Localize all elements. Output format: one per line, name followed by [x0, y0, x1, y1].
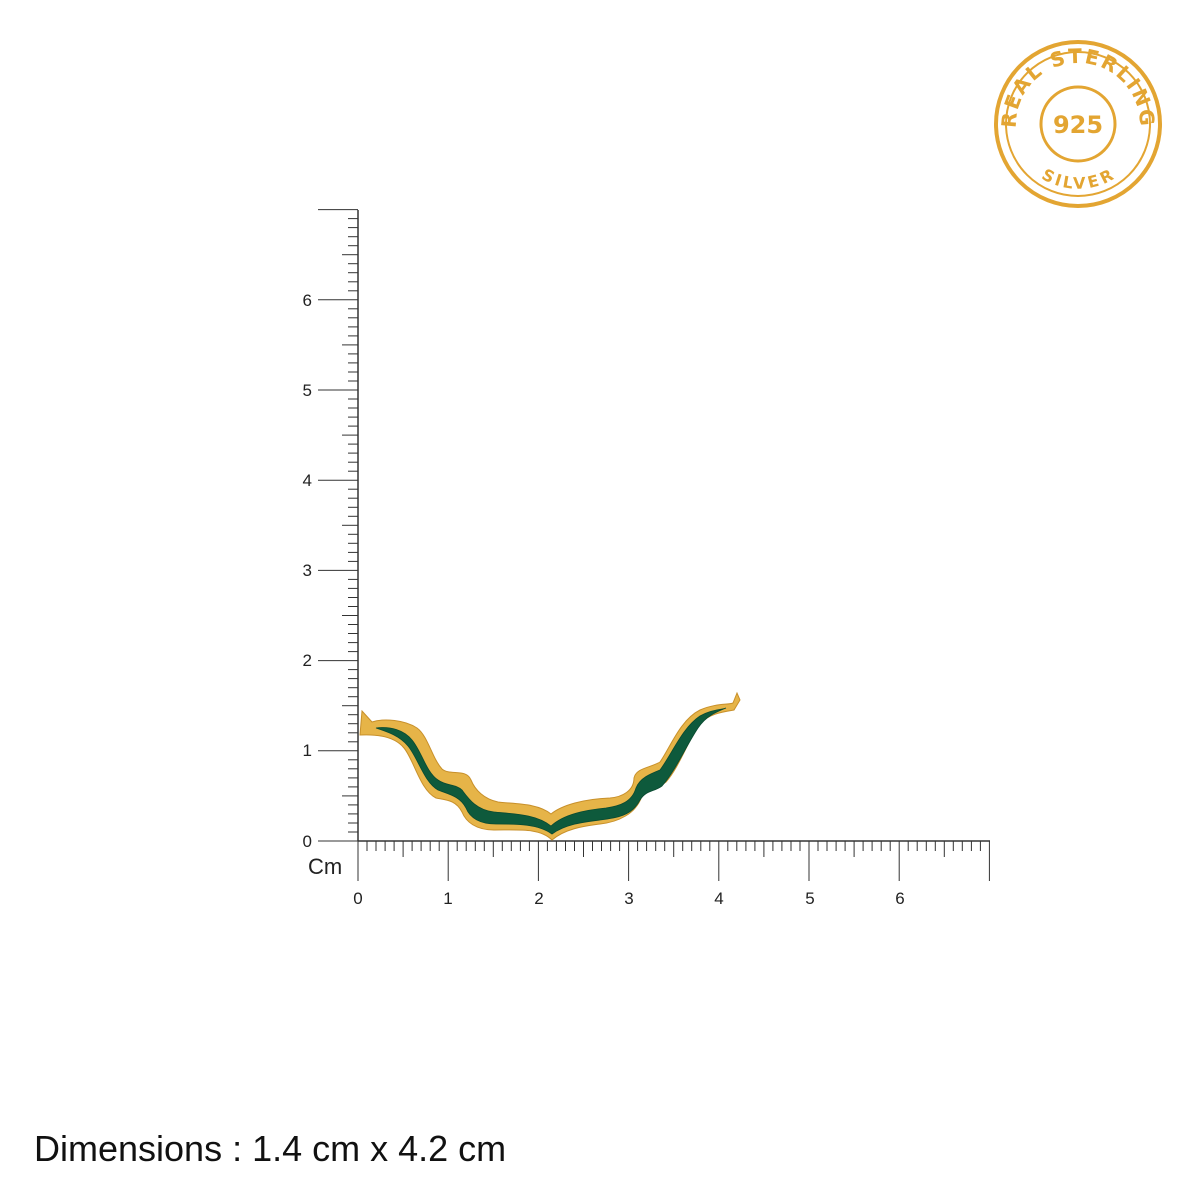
- y-tick-label-0: 0: [303, 832, 312, 851]
- x-tick-label-5: 5: [805, 889, 814, 908]
- badge-inner-ring: [1005, 51, 1151, 197]
- y-axis-ticks: [318, 209, 358, 842]
- wave-pendant: [359, 691, 741, 841]
- x-tick-label-0: 0: [353, 889, 362, 908]
- badge-center-text: 925: [1053, 111, 1103, 139]
- badge-center-ring: [1039, 85, 1117, 163]
- y-tick-label-1: 1: [303, 741, 312, 760]
- y-tick-label-4: 4: [303, 471, 312, 490]
- x-tick-label-1: 1: [443, 889, 452, 908]
- x-tick-label-2: 2: [534, 889, 543, 908]
- y-tick-label-5: 5: [303, 381, 312, 400]
- x-tick-label-4: 4: [714, 889, 723, 908]
- y-tick-label-3: 3: [303, 561, 312, 580]
- pendant-enamel-inlay: [375, 707, 727, 835]
- y-tick-label-2: 2: [303, 651, 312, 670]
- y-tick-label-6: 6: [303, 291, 312, 310]
- measurement-ruler: 6 5 4 3 2 1 0 Cm 0 1 2 3 4 5 6: [303, 209, 990, 908]
- pendant-metal-frame: [359, 691, 741, 841]
- badge-outer-ring: [994, 40, 1162, 208]
- dimensions-caption: Dimensions : 1.4 cm x 4.2 cm: [34, 1128, 507, 1169]
- badge-bottom-text: SILVER: [1039, 165, 1117, 193]
- x-axis-ticks: [357, 841, 990, 881]
- sterling-silver-badge: REAL STERLING 925 SILVER: [994, 40, 1162, 208]
- x-tick-label-3: 3: [624, 889, 633, 908]
- x-tick-label-6: 6: [895, 889, 904, 908]
- unit-label: Cm: [308, 854, 342, 879]
